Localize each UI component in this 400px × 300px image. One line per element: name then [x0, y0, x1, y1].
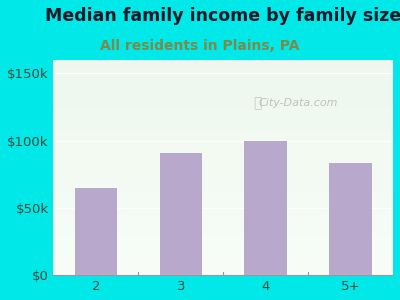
Bar — [75, 188, 117, 275]
Bar — [244, 141, 287, 275]
Text: All residents in Plains, PA: All residents in Plains, PA — [100, 40, 300, 53]
Title: Median family income by family size: Median family income by family size — [45, 7, 400, 25]
Bar — [329, 164, 372, 275]
Text: ⦿: ⦿ — [253, 96, 261, 110]
Bar — [160, 153, 202, 275]
Text: City-Data.com: City-Data.com — [258, 98, 338, 108]
